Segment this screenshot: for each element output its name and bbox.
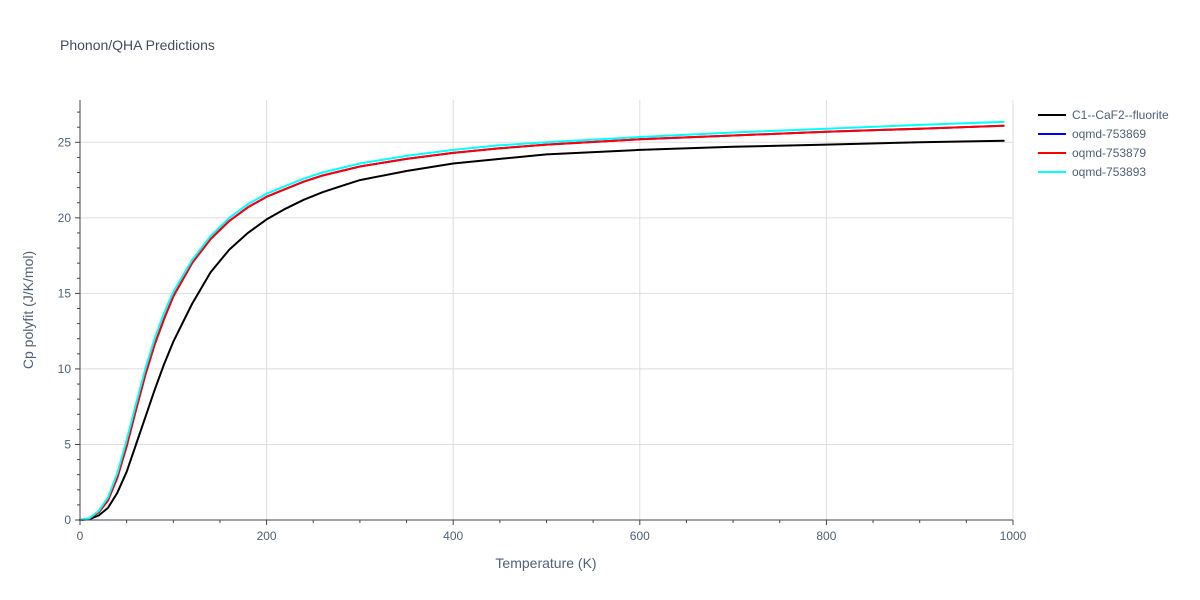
series-line-oqmd-753869 xyxy=(79,124,1005,521)
chart-title: Phonon/QHA Predictions xyxy=(60,37,215,53)
series-line-C1--CaF2--fluorite xyxy=(79,139,1005,521)
legend-label: oqmd-753879 xyxy=(1072,146,1146,160)
x-tick-label: 600 xyxy=(630,529,650,543)
series-line-oqmd-753879 xyxy=(79,124,1005,521)
x-tick-label: 200 xyxy=(257,529,277,543)
x-tick-label: 0 xyxy=(77,529,84,543)
legend: C1--CaF2--fluorite oqmd-753869 oqmd-753879… xyxy=(1038,108,1169,179)
y-axis-title: Cp polyfit (J/K/mol) xyxy=(20,251,36,369)
series-line-oqmd-753893 xyxy=(79,120,1005,521)
y-tick-label: 5 xyxy=(64,437,71,451)
series-lines xyxy=(79,120,1005,521)
x-tick-label: 800 xyxy=(816,529,836,543)
y-tick-label: 25 xyxy=(58,135,72,149)
y-tick-label: 15 xyxy=(58,286,72,300)
x-axis-title: Temperature (K) xyxy=(495,555,596,571)
y-tick-label: 10 xyxy=(58,362,72,376)
grid xyxy=(80,100,1014,520)
y-tick-label: 0 xyxy=(64,513,71,527)
axes xyxy=(75,100,1014,525)
y-tick-labels: 0 5 10 15 20 25 xyxy=(58,135,72,527)
x-tick-label: 1000 xyxy=(1000,529,1027,543)
x-tick-labels: 0 200 400 600 800 1000 xyxy=(77,529,1027,543)
legend-label: oqmd-753893 xyxy=(1072,165,1146,179)
x-tick-label: 400 xyxy=(443,529,463,543)
y-tick-label: 20 xyxy=(58,211,72,225)
legend-label: oqmd-753869 xyxy=(1072,127,1146,141)
legend-label: C1--CaF2--fluorite xyxy=(1072,108,1169,122)
